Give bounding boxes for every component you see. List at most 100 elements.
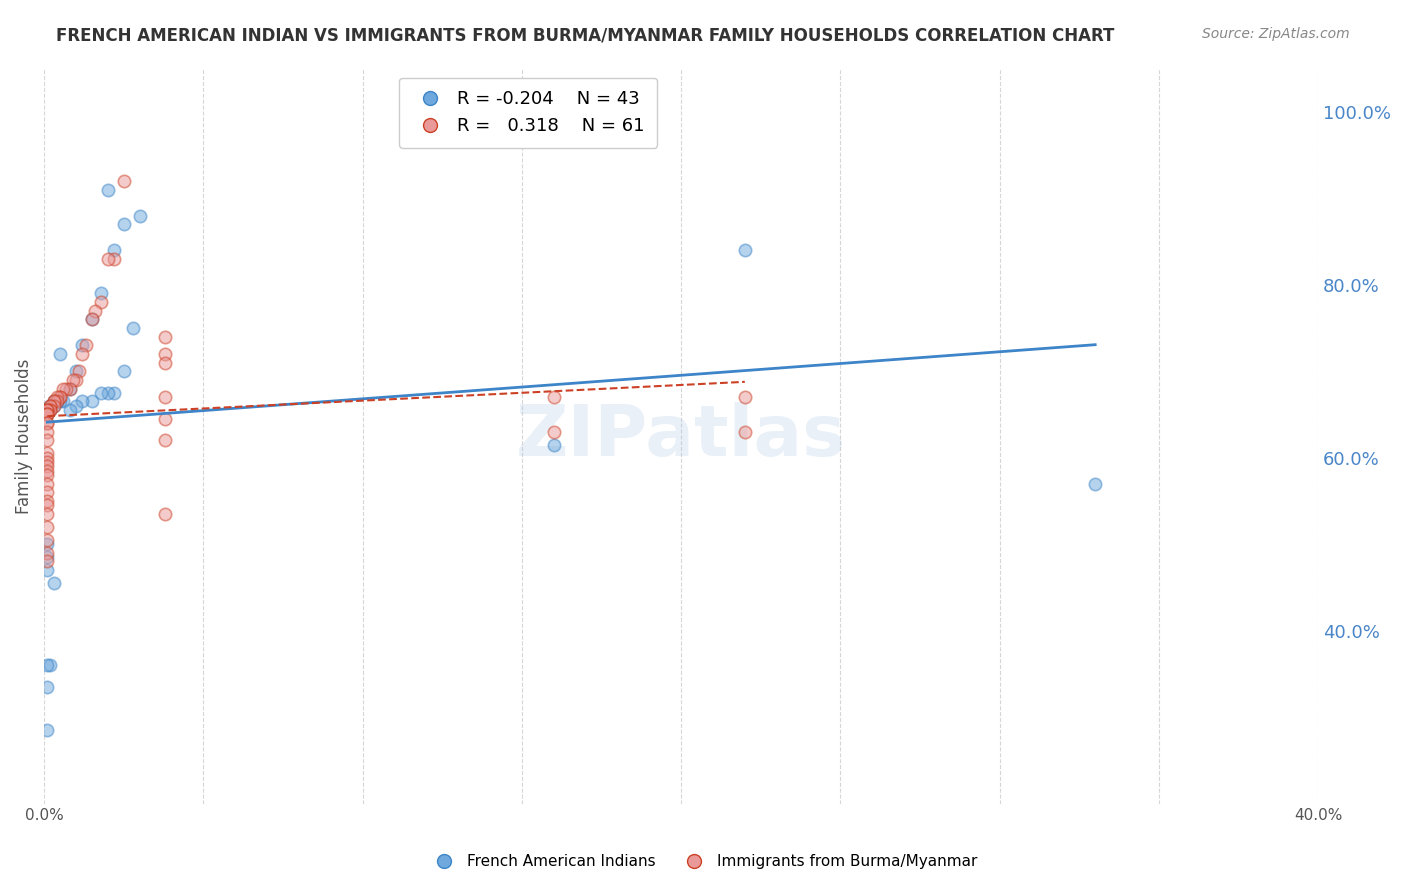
Immigrants from Burma/Myanmar [153,507,176,521]
Immigrants from Burma/Myanmar [45,390,67,404]
Immigrants from Burma/Myanmar [153,390,176,404]
French American Indians [72,394,94,409]
French American Indians [112,217,135,231]
Immigrants from Burma/Myanmar [37,507,59,521]
French American Indians [37,680,59,694]
Immigrants from Burma/Myanmar [37,520,59,534]
Immigrants from Burma/Myanmar [37,476,59,491]
Immigrants from Burma/Myanmar [543,425,565,439]
Immigrants from Burma/Myanmar [75,338,97,352]
Immigrants from Burma/Myanmar [80,312,103,326]
French American Indians [37,408,59,422]
Immigrants from Burma/Myanmar [37,408,59,422]
French American Indians [58,382,80,396]
Immigrants from Burma/Myanmar [543,390,565,404]
Immigrants from Burma/Myanmar [84,303,107,318]
French American Indians [37,403,59,417]
French American Indians [128,209,150,223]
Immigrants from Burma/Myanmar [153,355,176,369]
French American Indians [734,243,756,257]
Immigrants from Burma/Myanmar [37,546,59,560]
French American Indians [112,364,135,378]
French American Indians [37,537,59,551]
French American Indians [80,394,103,409]
Immigrants from Burma/Myanmar [37,494,59,508]
French American Indians [45,394,67,409]
Immigrants from Burma/Myanmar [37,554,59,568]
French American Indians [45,394,67,409]
Immigrants from Burma/Myanmar [103,252,125,266]
Immigrants from Burma/Myanmar [37,498,59,512]
Immigrants from Burma/Myanmar [62,373,84,387]
Immigrants from Burma/Myanmar [153,347,176,361]
Legend: French American Indians, Immigrants from Burma/Myanmar: French American Indians, Immigrants from… [423,848,983,875]
French American Indians [42,399,65,413]
French American Indians [65,364,87,378]
French American Indians [39,399,62,413]
Immigrants from Burma/Myanmar [37,450,59,465]
French American Indians [37,403,59,417]
Immigrants from Burma/Myanmar [37,467,59,482]
Immigrants from Burma/Myanmar [65,373,87,387]
Immigrants from Burma/Myanmar [37,455,59,469]
French American Indians [39,403,62,417]
French American Indians [1084,476,1107,491]
French American Indians [90,286,112,301]
Immigrants from Burma/Myanmar [37,533,59,547]
Immigrants from Burma/Myanmar [67,364,90,378]
Immigrants from Burma/Myanmar [49,390,72,404]
French American Indians [37,550,59,565]
Text: FRENCH AMERICAN INDIAN VS IMMIGRANTS FROM BURMA/MYANMAR FAMILY HOUSEHOLDS CORREL: FRENCH AMERICAN INDIAN VS IMMIGRANTS FRO… [56,27,1115,45]
Immigrants from Burma/Myanmar [734,390,756,404]
Immigrants from Burma/Myanmar [39,403,62,417]
Immigrants from Burma/Myanmar [90,295,112,310]
French American Indians [90,385,112,400]
Immigrants from Burma/Myanmar [49,390,72,404]
Immigrants from Burma/Myanmar [97,252,120,266]
Immigrants from Burma/Myanmar [153,411,176,425]
Immigrants from Burma/Myanmar [42,394,65,409]
Immigrants from Burma/Myanmar [153,329,176,343]
French American Indians [52,394,75,409]
French American Indians [39,658,62,673]
Immigrants from Burma/Myanmar [37,416,59,430]
French American Indians [42,394,65,409]
French American Indians [65,399,87,413]
French American Indians [543,438,565,452]
French American Indians [122,321,145,335]
Immigrants from Burma/Myanmar [37,408,59,422]
Text: ZIPatlas: ZIPatlas [516,401,846,471]
Immigrants from Burma/Myanmar [37,425,59,439]
Immigrants from Burma/Myanmar [37,403,59,417]
Immigrants from Burma/Myanmar [39,399,62,413]
Immigrants from Burma/Myanmar [37,416,59,430]
French American Indians [80,312,103,326]
Immigrants from Burma/Myanmar [37,464,59,478]
French American Indians [37,658,59,673]
Immigrants from Burma/Myanmar [37,459,59,474]
Immigrants from Burma/Myanmar [42,394,65,409]
Immigrants from Burma/Myanmar [37,403,59,417]
Immigrants from Burma/Myanmar [37,403,59,417]
French American Indians [72,338,94,352]
French American Indians [97,183,120,197]
Y-axis label: Family Households: Family Households [15,359,32,514]
Immigrants from Burma/Myanmar [112,174,135,188]
Immigrants from Burma/Myanmar [37,485,59,500]
Immigrants from Burma/Myanmar [52,382,75,396]
Immigrants from Burma/Myanmar [45,394,67,409]
Immigrants from Burma/Myanmar [39,399,62,413]
Immigrants from Burma/Myanmar [42,399,65,413]
Immigrants from Burma/Myanmar [39,403,62,417]
Immigrants from Burma/Myanmar [72,347,94,361]
French American Indians [49,394,72,409]
Immigrants from Burma/Myanmar [37,434,59,448]
French American Indians [103,385,125,400]
French American Indians [97,385,120,400]
Text: Source: ZipAtlas.com: Source: ZipAtlas.com [1202,27,1350,41]
Immigrants from Burma/Myanmar [37,408,59,422]
Legend: R = -0.204    N = 43, R =   0.318    N = 61: R = -0.204 N = 43, R = 0.318 N = 61 [399,78,657,148]
Immigrants from Burma/Myanmar [58,382,80,396]
Immigrants from Burma/Myanmar [37,446,59,460]
French American Indians [42,576,65,591]
